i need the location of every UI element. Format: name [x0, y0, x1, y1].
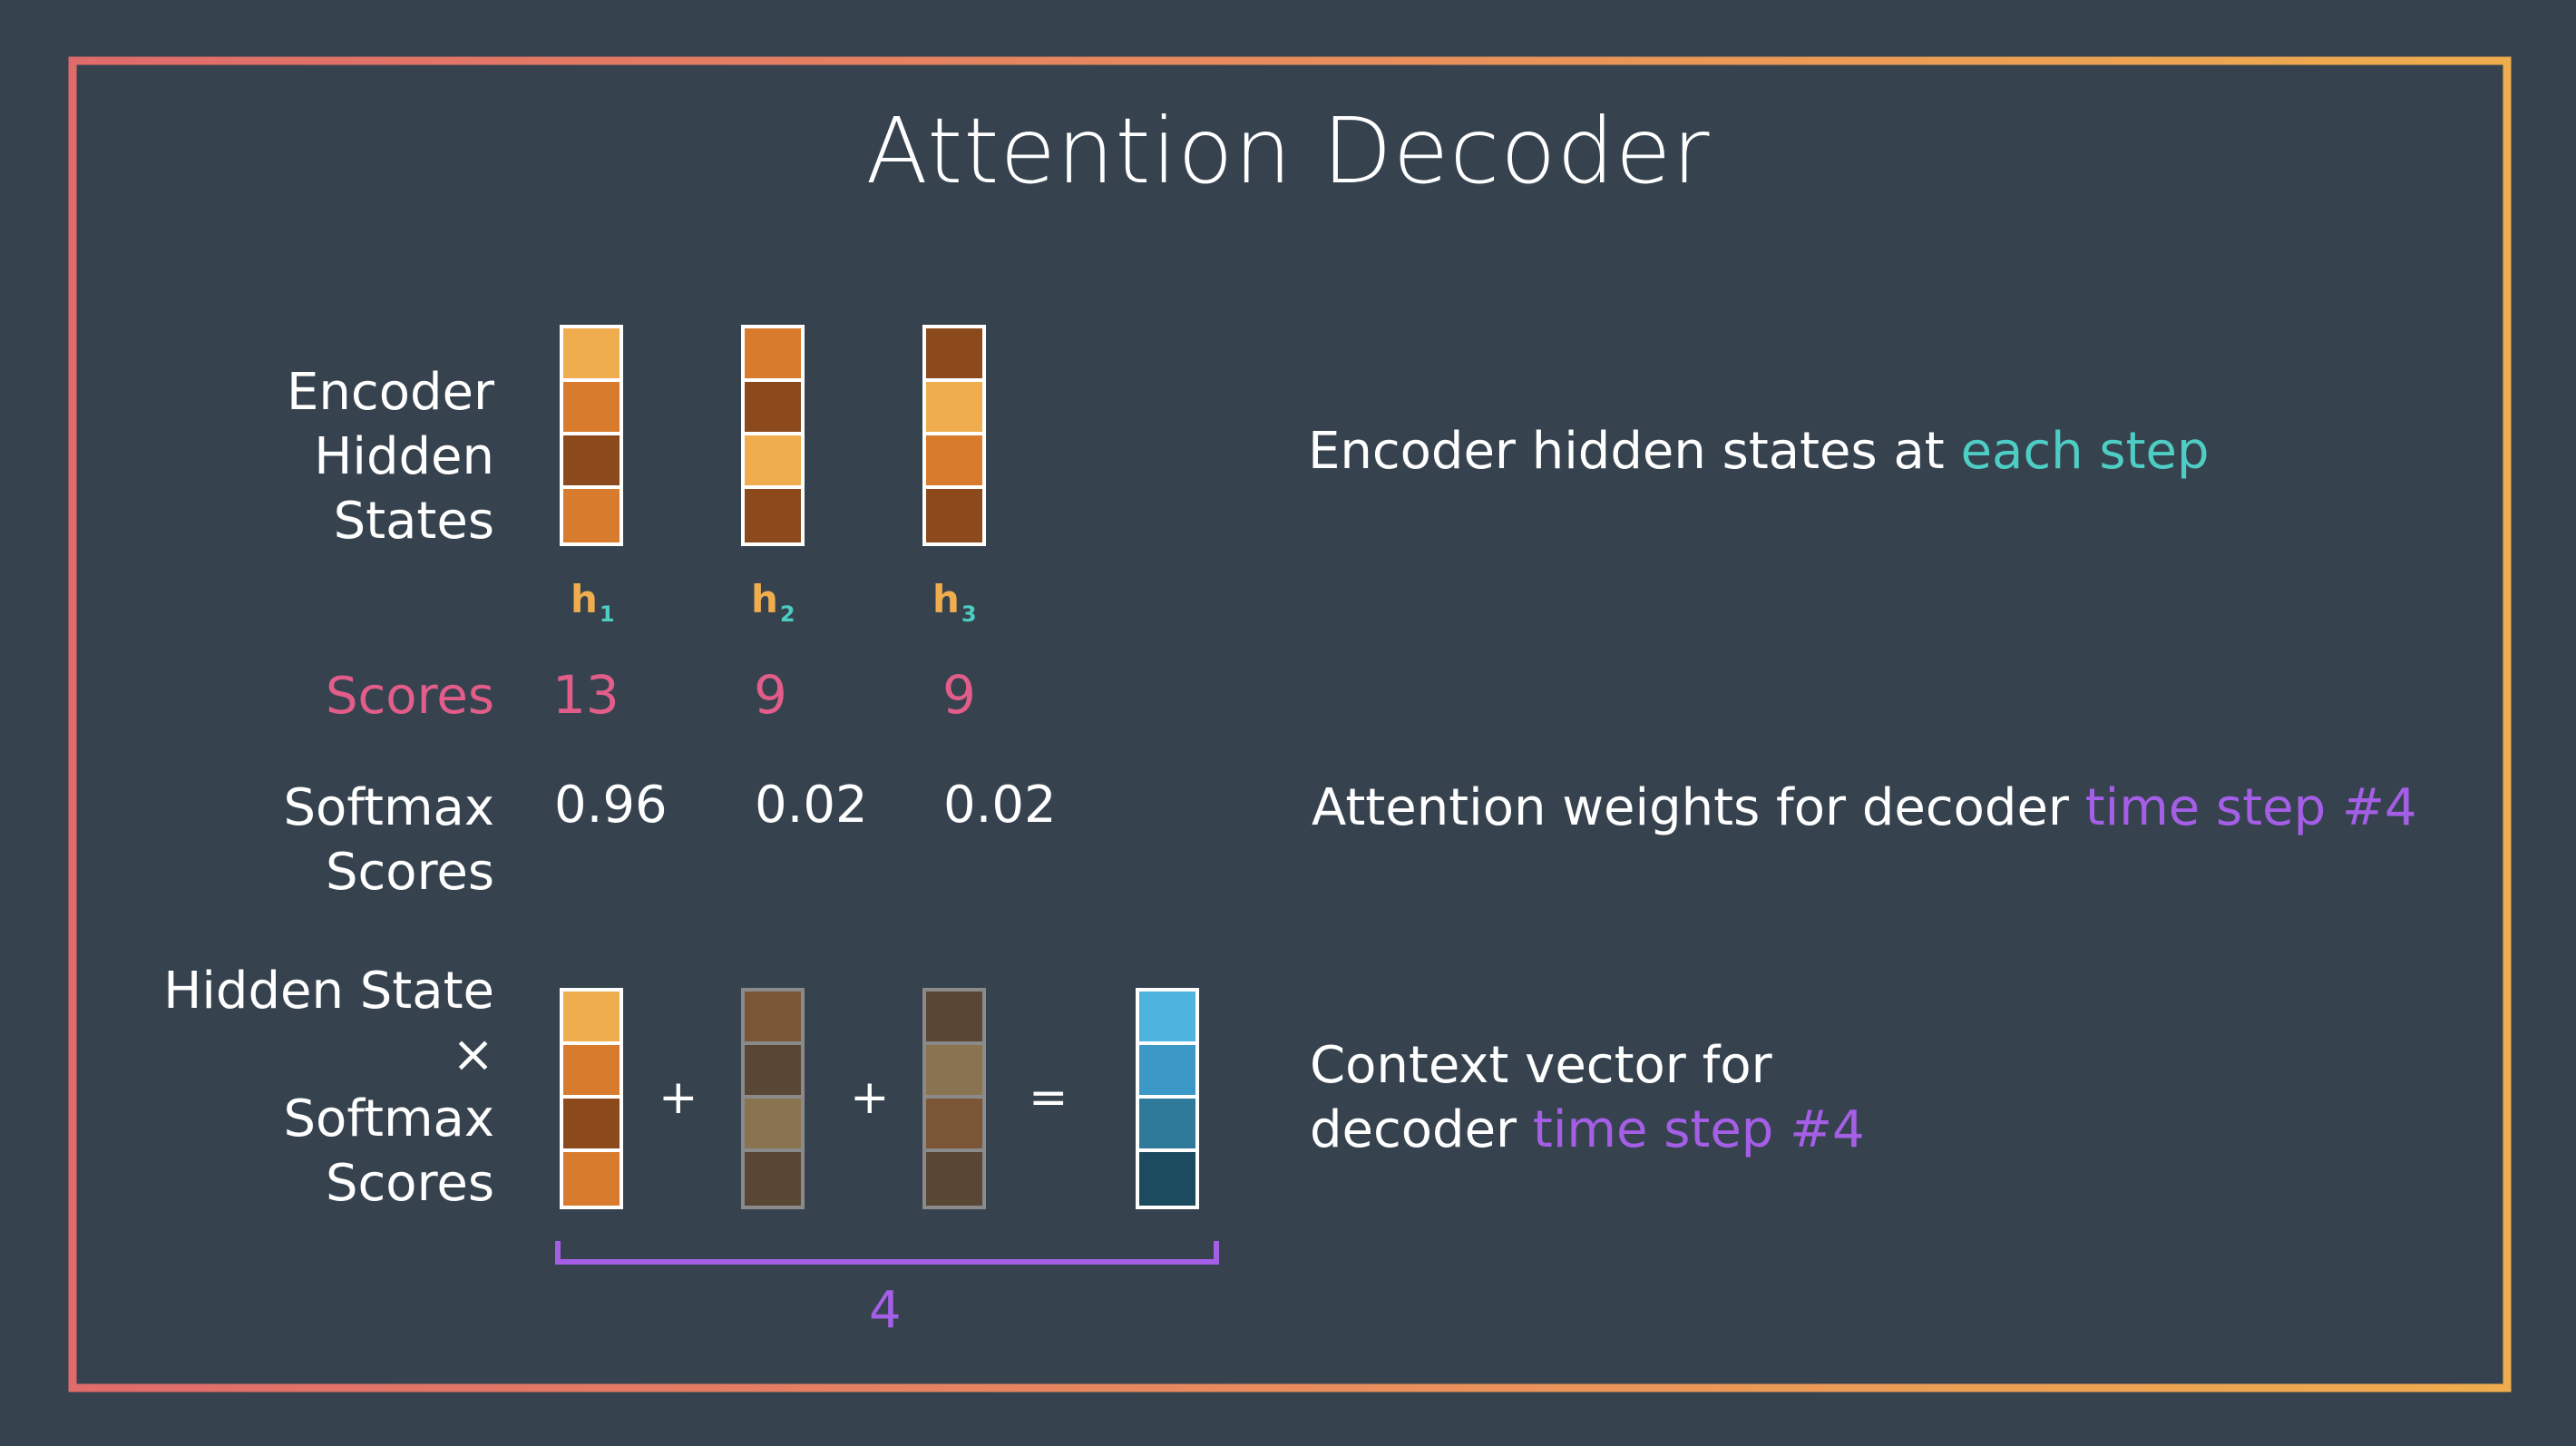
- vector-cell: [563, 1152, 620, 1206]
- label-line: Softmax: [283, 778, 494, 837]
- label-line: Scores: [325, 1154, 494, 1213]
- vector-cell: [745, 328, 801, 382]
- softmax-h3: 0.02: [943, 776, 1057, 835]
- vector-cell: [745, 1045, 801, 1099]
- description-highlight: time step #4: [2084, 778, 2417, 837]
- description-text: Context vector for: [1310, 1036, 1772, 1095]
- softmax-h2: 0.02: [755, 776, 868, 835]
- context-vector: [1136, 988, 1199, 1209]
- weighted-vector-3: [922, 988, 986, 1209]
- label-line: Scores: [325, 843, 494, 902]
- vector-cell: [563, 992, 620, 1045]
- vector-cell: [745, 435, 801, 489]
- vector-cell: [745, 489, 801, 542]
- vector-cell: [1139, 992, 1195, 1045]
- label-line: Hidden State: [163, 962, 494, 1021]
- slide-title: Attention Decoder: [865, 98, 1711, 204]
- vector-cell: [926, 489, 982, 542]
- vector-cell: [563, 328, 620, 382]
- vector-cell: [926, 1152, 982, 1206]
- vector-cell: [563, 382, 620, 435]
- vector-cell: [563, 435, 620, 489]
- vector-cell: [926, 435, 982, 489]
- vector-cell: [563, 489, 620, 542]
- softmax-h1: 0.96: [554, 776, 668, 835]
- label-line: Encoder: [287, 363, 494, 422]
- h3-label: h3: [932, 577, 977, 627]
- vector-cell: [745, 1099, 801, 1152]
- label-line: Softmax: [283, 1089, 494, 1148]
- vector-cell: [926, 328, 982, 382]
- h2-label: h2: [751, 577, 795, 627]
- vector-cell: [926, 992, 982, 1045]
- bracket-label: 4: [869, 1281, 902, 1340]
- vector-cell: [563, 1045, 620, 1099]
- score-h1: 13: [552, 664, 620, 726]
- hidden-state-vector-h2: [741, 325, 805, 546]
- weighted-vector-2: [741, 988, 805, 1209]
- scores-label: Scores: [325, 667, 494, 726]
- context-vector-description: Context vector for decoder time step #4: [1310, 1033, 1865, 1162]
- label-line: States: [333, 492, 494, 551]
- vector-cell: [745, 382, 801, 435]
- encoder-hidden-states-label: Encoder Hidden States: [23, 360, 494, 553]
- vector-cell: [926, 1099, 982, 1152]
- weighted-vector-1: [560, 988, 623, 1209]
- vector-cell: [926, 382, 982, 435]
- vector-cell: [1139, 1099, 1195, 1152]
- equals-operator: =: [1029, 1070, 1068, 1125]
- vector-cell: [1139, 1152, 1195, 1206]
- description-text: decoder: [1310, 1100, 1533, 1159]
- hidden-state-vector-h1: [560, 325, 623, 546]
- description-line: decoder time step #4: [1310, 1098, 1865, 1162]
- h1-label: h1: [571, 577, 615, 627]
- encoder-description: Encoder hidden states at each step: [1308, 419, 2210, 484]
- vector-cell: [745, 1152, 801, 1206]
- vector-cell: [745, 992, 801, 1045]
- softmax-scores-label: Softmax Scores: [23, 776, 494, 904]
- score-h3: 9: [942, 664, 976, 726]
- plus-operator: +: [659, 1070, 698, 1125]
- hidden-state-vector-h3: [922, 325, 986, 546]
- plus-operator: +: [850, 1070, 890, 1125]
- label-line: Hidden: [314, 427, 494, 486]
- vector-cell: [1139, 1045, 1195, 1099]
- vector-cell: [563, 1099, 620, 1152]
- attention-weights-description: Attention weights for decoder time step …: [1312, 776, 2417, 840]
- sum-bracket: [555, 1241, 1219, 1265]
- multiply-sign: ×: [452, 1025, 494, 1084]
- vector-cell: [926, 1045, 982, 1099]
- description-highlight: time step #4: [1532, 1100, 1865, 1159]
- description-text: Attention weights for decoder: [1312, 778, 2085, 837]
- description-text: Encoder hidden states at: [1308, 422, 1961, 481]
- description-highlight: each step: [1960, 422, 2210, 481]
- product-label: Hidden State × Softmax Scores: [23, 959, 494, 1216]
- score-h2: 9: [754, 664, 787, 726]
